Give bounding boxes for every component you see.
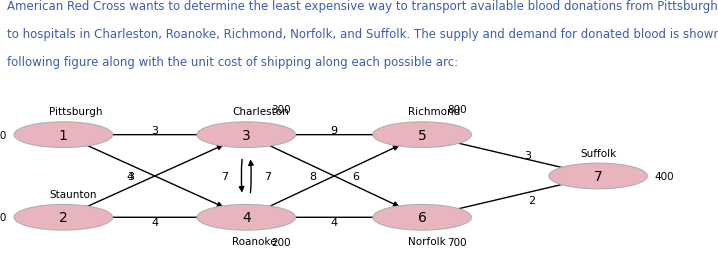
Text: Roanoke: Roanoke bbox=[232, 236, 276, 246]
Text: Suffolk: Suffolk bbox=[580, 148, 616, 158]
Text: 1: 1 bbox=[59, 128, 67, 142]
Text: 3: 3 bbox=[524, 151, 531, 161]
Circle shape bbox=[14, 205, 113, 230]
Text: -1,200: -1,200 bbox=[0, 212, 7, 223]
Text: 6: 6 bbox=[352, 171, 359, 181]
FancyArrowPatch shape bbox=[86, 146, 222, 207]
Text: 3: 3 bbox=[151, 125, 158, 136]
Circle shape bbox=[373, 205, 472, 230]
Text: Richmond: Richmond bbox=[408, 107, 460, 117]
Text: American Red Cross wants to determine the least expensive way to transport avail: American Red Cross wants to determine th… bbox=[7, 0, 718, 12]
Text: 300: 300 bbox=[271, 105, 292, 115]
FancyArrowPatch shape bbox=[88, 133, 220, 137]
Text: 4: 4 bbox=[151, 217, 159, 227]
Text: 4: 4 bbox=[242, 211, 251, 224]
Circle shape bbox=[549, 164, 648, 189]
Text: 9: 9 bbox=[331, 125, 337, 136]
FancyArrowPatch shape bbox=[447, 181, 572, 212]
FancyArrowPatch shape bbox=[271, 215, 396, 220]
Text: 6: 6 bbox=[418, 211, 426, 224]
Text: 8: 8 bbox=[309, 171, 317, 181]
Text: 2: 2 bbox=[528, 196, 535, 205]
Circle shape bbox=[14, 122, 113, 148]
FancyArrowPatch shape bbox=[269, 146, 398, 207]
Text: 700: 700 bbox=[447, 237, 467, 247]
Circle shape bbox=[197, 122, 296, 148]
Circle shape bbox=[373, 122, 472, 148]
Circle shape bbox=[197, 205, 296, 230]
Text: 5: 5 bbox=[418, 128, 426, 142]
Text: 400: 400 bbox=[654, 171, 674, 181]
FancyArrowPatch shape bbox=[86, 145, 222, 207]
Text: Norfolk: Norfolk bbox=[408, 236, 446, 246]
FancyArrowPatch shape bbox=[88, 215, 220, 220]
Text: 3: 3 bbox=[126, 171, 134, 181]
Text: 7: 7 bbox=[264, 171, 271, 181]
Text: 4: 4 bbox=[331, 217, 337, 227]
Text: Charleston: Charleston bbox=[232, 107, 289, 117]
FancyArrowPatch shape bbox=[239, 160, 243, 191]
Text: 3: 3 bbox=[242, 128, 251, 142]
Text: 200: 200 bbox=[271, 237, 292, 247]
Text: Staunton: Staunton bbox=[50, 189, 97, 199]
Text: 7: 7 bbox=[222, 171, 228, 181]
Text: -1,300: -1,300 bbox=[0, 130, 7, 140]
Text: 4: 4 bbox=[126, 171, 134, 181]
Text: following figure along with the unit cost of shipping along each possible arc:: following figure along with the unit cos… bbox=[7, 56, 458, 69]
FancyArrowPatch shape bbox=[271, 133, 396, 137]
Text: Pittsburgh: Pittsburgh bbox=[50, 107, 103, 117]
FancyArrowPatch shape bbox=[447, 141, 572, 171]
Text: to hospitals in Charleston, Roanoke, Richmond, Norfolk, and Suffolk. The supply : to hospitals in Charleston, Roanoke, Ric… bbox=[7, 28, 718, 41]
Text: 2: 2 bbox=[59, 211, 67, 224]
Text: 800: 800 bbox=[447, 105, 467, 115]
FancyArrowPatch shape bbox=[269, 146, 398, 206]
Text: 7: 7 bbox=[594, 169, 602, 183]
FancyArrowPatch shape bbox=[249, 161, 253, 193]
